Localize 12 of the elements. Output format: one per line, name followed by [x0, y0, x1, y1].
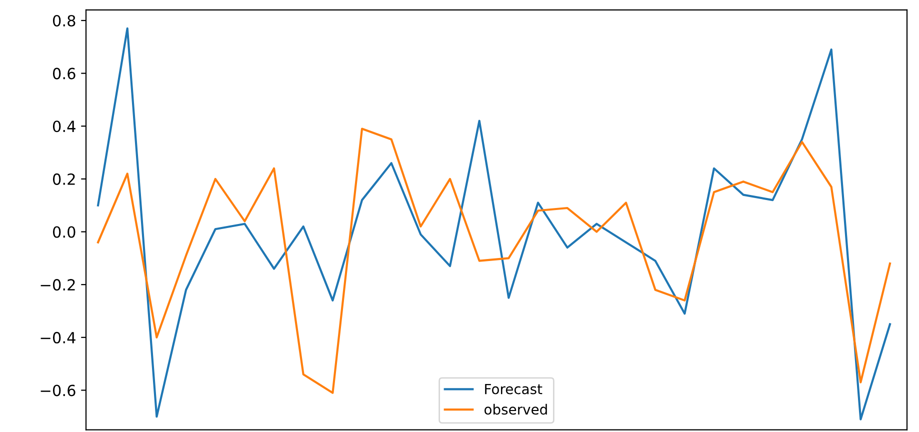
- y-tick-label: 0.0: [52, 226, 76, 238]
- legend-label: Forecast: [485, 384, 542, 394]
- y-tick-label: 0.4: [52, 120, 76, 132]
- y-tick-label: −0.2: [40, 279, 75, 291]
- y-tick-label: −0.4: [40, 332, 76, 344]
- y-tick-label: 0.6: [52, 68, 76, 80]
- legend-label: observed: [484, 404, 547, 415]
- y-tick-label: −0.6: [40, 384, 76, 396]
- y-tick-label: 0.2: [52, 173, 75, 185]
- line-series: [96, 128, 892, 394]
- y-tick-label: 0.8: [52, 14, 76, 27]
- line-series: [96, 27, 892, 420]
